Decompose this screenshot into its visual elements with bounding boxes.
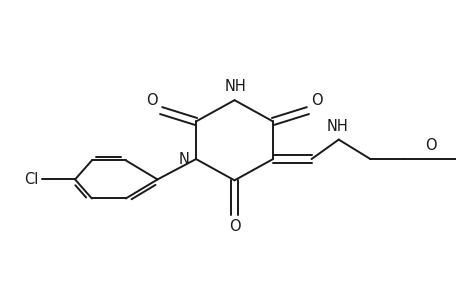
Text: NH: NH: [224, 79, 246, 94]
Text: N: N: [179, 152, 189, 167]
Text: Cl: Cl: [24, 172, 38, 187]
Text: O: O: [311, 93, 323, 108]
Text: O: O: [146, 93, 157, 108]
Text: NH: NH: [326, 119, 348, 134]
Text: O: O: [424, 138, 436, 153]
Text: O: O: [229, 219, 241, 234]
